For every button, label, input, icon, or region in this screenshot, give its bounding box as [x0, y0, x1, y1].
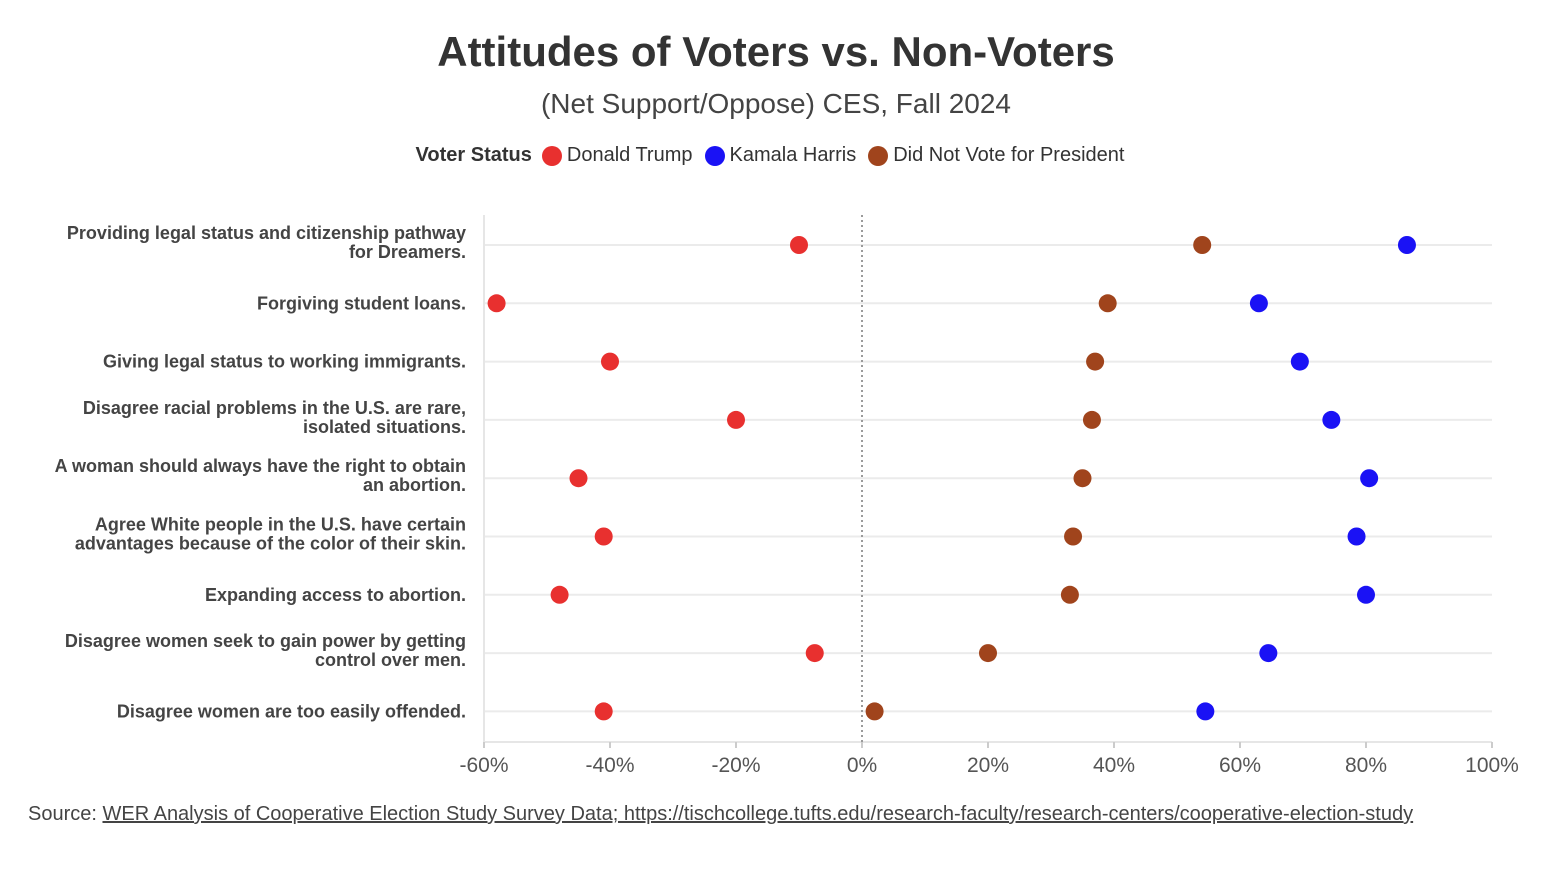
category-label-6-0: Expanding access to abortion.	[205, 585, 466, 605]
legend-label-harris: Kamala Harris	[729, 144, 857, 166]
point-trump-1	[487, 294, 506, 313]
category-label-0-0: Providing legal status and citizenship p…	[67, 223, 466, 243]
point-trump-4	[569, 469, 588, 488]
point-harris-7	[1259, 644, 1278, 663]
point-harris-4	[1360, 469, 1379, 488]
source-prefix: Source:	[28, 803, 103, 825]
category-label-3-0: Disagree racial problems in the U.S. are…	[83, 398, 466, 418]
point-nonvoter-7	[979, 644, 997, 663]
point-harris-6	[1357, 585, 1375, 604]
x-tick-label-1: -40%	[585, 754, 634, 777]
category-label-4-1: an abortion.	[363, 475, 466, 495]
category-label-1-0: Forgiving student loans.	[257, 293, 466, 313]
point-trump-5	[594, 527, 613, 546]
category-label-4-0: A woman should always have the right to …	[55, 456, 466, 476]
legend: Voter Status Donald Trump Kamala Harris …	[0, 144, 1552, 167]
dot-plot: -60% -40% -20% 0% 20% 40% 60% 80% 100% Providing …	[55, 215, 1519, 777]
chart-title: Attitudes of Voters vs. Non-Voters	[437, 28, 1115, 75]
category-label-7-0: Disagree women seek to gain power by get…	[65, 631, 466, 651]
point-nonvoter-3	[1082, 410, 1101, 429]
category-label-3-1: isolated situations.	[303, 417, 466, 437]
point-harris-1	[1249, 294, 1268, 313]
x-tick-label-8: 100%	[1465, 754, 1519, 777]
x-tick-label-0: -60%	[459, 754, 508, 777]
x-tick-label-7: 80%	[1345, 754, 1387, 777]
point-trump-7	[805, 644, 824, 663]
point-trump-3	[727, 410, 745, 429]
point-trump-2	[601, 352, 619, 371]
source-link[interactable]: WER Analysis of Cooperative Election Stu…	[102, 803, 1414, 825]
source-note: Source: WER Analysis of Cooperative Elec…	[28, 800, 1498, 828]
category-label-5-0: Agree White people in the U.S. have cert…	[95, 515, 466, 535]
legend-label-nonvoter: Did Not Vote for President	[893, 144, 1125, 166]
chart-subtitle: (Net Support/Oppose) CES, Fall 2024	[540, 88, 1011, 119]
point-trump-0	[790, 236, 808, 254]
point-trump-8	[594, 702, 613, 721]
point-harris-3	[1322, 410, 1341, 429]
category-label-7-1: control over men.	[315, 650, 466, 670]
legend-dot-nonvoter	[868, 145, 889, 166]
point-harris-2	[1290, 352, 1309, 371]
x-tick-label-5: 40%	[1093, 754, 1135, 777]
point-nonvoter-2	[1086, 352, 1105, 371]
point-harris-5	[1347, 527, 1366, 546]
point-harris-8	[1196, 702, 1215, 721]
legend-item-harris: Kamala Harris	[704, 144, 857, 167]
legend-dot-trump	[541, 145, 562, 166]
category-label-8-0: Disagree women are too easily offended.	[117, 701, 466, 721]
category-label-2-0: Giving legal status to working immigrant…	[103, 352, 466, 372]
legend-label-trump: Donald Trump	[566, 144, 693, 166]
legend-item-trump: Donald Trump	[541, 144, 693, 167]
x-tick-label-6: 60%	[1219, 754, 1261, 777]
point-harris-0	[1397, 236, 1416, 254]
x-tick-label-4: 20%	[967, 754, 1009, 777]
legend-dot-harris	[704, 145, 725, 166]
point-nonvoter-8	[865, 702, 884, 721]
point-nonvoter-1	[1098, 294, 1117, 313]
x-tick-label-3: 0%	[847, 754, 877, 777]
legend-title: Voter Status	[415, 144, 532, 166]
point-nonvoter-4	[1073, 469, 1092, 488]
point-nonvoter-5	[1064, 527, 1083, 546]
legend-item-nonvoter: Did Not Vote for President	[868, 144, 1124, 167]
x-tick-label-2: -20%	[711, 754, 760, 777]
category-label-5-1: advantages because of the color of their…	[75, 534, 466, 554]
point-nonvoter-6	[1060, 585, 1079, 604]
point-trump-6	[550, 585, 569, 604]
category-label-0-1: for Dreamers.	[349, 242, 466, 262]
point-nonvoter-0	[1193, 236, 1212, 254]
